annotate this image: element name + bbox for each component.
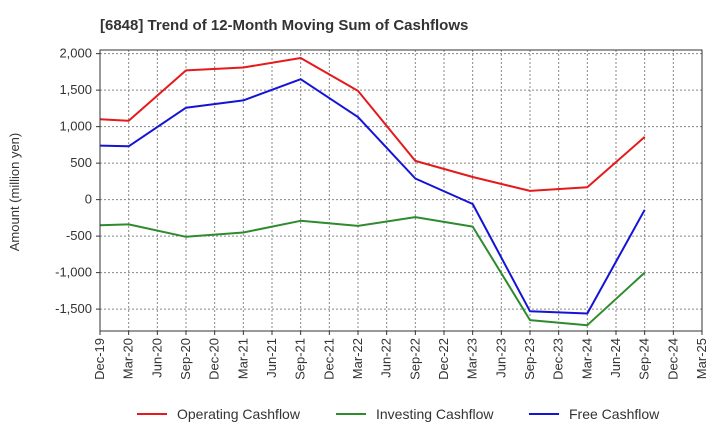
x-tick-label: Sep-24	[637, 338, 652, 380]
plot-area-frame	[99, 49, 703, 332]
x-tick-label: Dec-20	[207, 338, 222, 380]
series-line-operating-cashflow	[99, 57, 646, 192]
series-lines	[99, 57, 646, 327]
x-tick-label: Jun-20	[149, 338, 164, 378]
gridlines	[99, 50, 703, 331]
x-tick-label: Dec-19	[92, 338, 107, 380]
y-tick-label: 2,000	[59, 46, 92, 61]
x-tick-label: Sep-23	[522, 338, 537, 380]
y-tick-label: 500	[70, 155, 92, 170]
y-tick-label: 1,000	[59, 119, 92, 134]
legend-label: Operating Cashflow	[177, 406, 301, 422]
x-tick-label: Jun-23	[493, 338, 508, 378]
x-tick-label: Mar-25	[694, 338, 709, 379]
x-tick-label: Mar-24	[579, 338, 594, 379]
x-tick-label: Mar-21	[235, 338, 250, 379]
legend-label: Investing Cashflow	[376, 406, 494, 422]
x-axis-ticks: Dec-19 Mar-20 Jun-20 Sep-20 Dec-20 Mar-21 Jun-…	[92, 331, 709, 380]
x-tick-label: Jun-21	[264, 338, 279, 378]
x-tick-label: Dec-21	[321, 338, 336, 380]
legend-label: Free Cashflow	[569, 406, 660, 422]
x-tick-label: Jun-24	[608, 338, 623, 378]
series-line-investing-cashflow	[99, 216, 646, 327]
x-tick-label: Dec-22	[436, 338, 451, 380]
y-axis-ticks: -1,500 -1,000 -500 0 500 1,000 1,500 2,000	[55, 46, 100, 316]
y-tick-label: 0	[85, 192, 92, 207]
legend: Operating Cashflow Investing Cashflow Free…	[137, 406, 660, 422]
x-tick-label: Jun-22	[379, 338, 394, 378]
x-tick-label: Sep-21	[293, 338, 308, 380]
y-tick-label: -1,500	[55, 301, 92, 316]
chart-title: [6848] Trend of 12-Month Moving Sum of C…	[100, 17, 468, 34]
y-tick-label: -1,000	[55, 265, 92, 280]
x-tick-label: Mar-20	[121, 338, 136, 379]
y-tick-label: -500	[66, 228, 92, 243]
x-tick-label: Mar-22	[350, 338, 365, 379]
y-axis-label: Amount (million yen)	[7, 133, 22, 252]
x-tick-label: Dec-24	[665, 338, 680, 380]
x-tick-label: Sep-22	[407, 338, 422, 380]
y-tick-label: 1,500	[59, 82, 92, 97]
x-tick-label: Sep-20	[178, 338, 193, 380]
series-line-free-cashflow	[99, 78, 646, 315]
x-tick-label: Dec-23	[551, 338, 566, 380]
x-tick-label: Mar-23	[465, 338, 480, 379]
